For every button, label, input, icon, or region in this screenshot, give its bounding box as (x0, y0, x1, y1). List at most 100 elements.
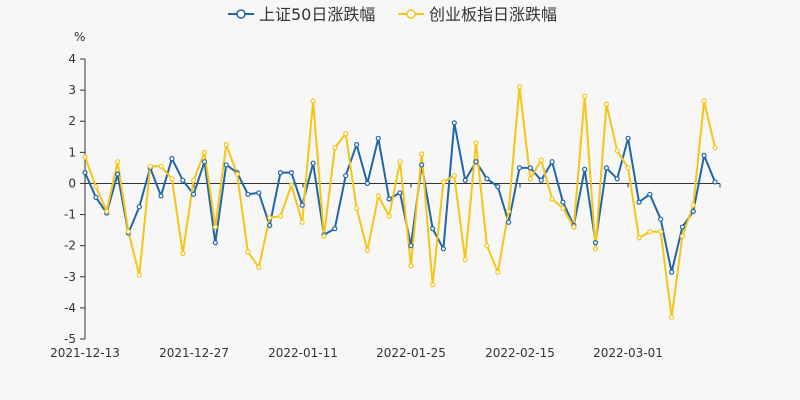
data-point-sse50[interactable] (288, 170, 294, 176)
data-point-sse50[interactable] (354, 142, 360, 148)
data-point-chinext[interactable] (560, 205, 566, 211)
data-point-chinext[interactable] (321, 233, 327, 239)
data-point-sse50[interactable] (462, 177, 468, 183)
data-point-chinext[interactable] (104, 208, 110, 214)
data-point-chinext[interactable] (310, 98, 316, 104)
data-point-chinext[interactable] (636, 235, 642, 241)
data-point-sse50[interactable] (332, 226, 338, 232)
data-point-chinext[interactable] (288, 182, 294, 188)
data-point-chinext[interactable] (516, 84, 523, 90)
data-point-chinext[interactable] (245, 249, 251, 255)
data-point-sse50[interactable] (310, 160, 316, 166)
data-point-chinext[interactable] (647, 229, 653, 235)
data-point-sse50[interactable] (277, 170, 284, 176)
data-point-sse50[interactable] (549, 159, 555, 165)
data-point-chinext[interactable] (603, 101, 610, 107)
data-point-sse50[interactable] (256, 190, 262, 196)
data-point-sse50[interactable] (473, 159, 479, 165)
data-point-sse50[interactable] (375, 135, 381, 141)
data-point-chinext[interactable] (408, 263, 414, 269)
data-point-sse50[interactable] (82, 170, 88, 176)
data-point-sse50[interactable] (93, 194, 99, 200)
data-point-chinext[interactable] (462, 257, 468, 263)
data-point-chinext[interactable] (82, 154, 88, 160)
data-point-sse50[interactable] (592, 240, 599, 246)
data-point-sse50[interactable] (712, 179, 718, 185)
data-point-sse50[interactable] (212, 240, 218, 246)
data-point-sse50[interactable] (636, 199, 642, 205)
data-point-chinext[interactable] (484, 243, 490, 249)
data-point-chinext[interactable] (158, 163, 164, 169)
data-point-chinext[interactable] (614, 148, 620, 154)
data-point-chinext[interactable] (136, 272, 142, 278)
data-point-chinext[interactable] (658, 229, 664, 235)
data-point-sse50[interactable] (180, 177, 186, 183)
data-point-sse50[interactable] (516, 165, 523, 171)
data-point-chinext[interactable] (538, 157, 544, 163)
data-point-chinext[interactable] (332, 145, 338, 151)
data-point-chinext[interactable] (419, 151, 425, 157)
data-point-sse50[interactable] (625, 135, 631, 141)
data-point-sse50[interactable] (658, 216, 664, 222)
data-point-chinext[interactable] (114, 159, 121, 165)
data-point-sse50[interactable] (679, 224, 686, 230)
data-point-chinext[interactable] (495, 269, 501, 275)
data-point-sse50[interactable] (430, 226, 436, 232)
legend[interactable]: 上证50日涨跌幅 创业板指日涨跌幅 (228, 5, 557, 24)
data-point-chinext[interactable] (191, 177, 197, 183)
data-point-sse50[interactable] (169, 156, 175, 162)
data-point-sse50[interactable] (560, 199, 566, 205)
data-point-sse50[interactable] (451, 120, 457, 126)
data-point-chinext[interactable] (506, 208, 512, 214)
data-point-chinext[interactable] (668, 314, 675, 320)
data-point-chinext[interactable] (267, 215, 273, 221)
data-point-sse50[interactable] (364, 180, 370, 186)
data-point-sse50[interactable] (527, 165, 533, 171)
data-point-sse50[interactable] (299, 202, 305, 208)
data-point-sse50[interactable] (603, 165, 610, 171)
data-point-sse50[interactable] (506, 219, 512, 225)
data-point-chinext[interactable] (234, 171, 240, 177)
data-point-chinext[interactable] (592, 246, 599, 252)
data-point-chinext[interactable] (147, 163, 153, 169)
data-point-chinext[interactable] (180, 250, 186, 256)
legend-item-sse50[interactable]: 上证50日涨跌幅 (228, 5, 375, 24)
data-point-chinext[interactable] (549, 196, 555, 202)
data-point-sse50[interactable] (136, 204, 142, 210)
data-point-chinext[interactable] (430, 282, 436, 288)
data-point-sse50[interactable] (191, 191, 197, 197)
data-point-sse50[interactable] (690, 208, 696, 214)
data-point-chinext[interactable] (527, 176, 533, 182)
data-point-chinext[interactable] (582, 93, 588, 99)
data-point-chinext[interactable] (299, 219, 305, 225)
data-point-sse50[interactable] (538, 177, 544, 183)
legend-item-chinext[interactable]: 创业板指日涨跌幅 (398, 5, 557, 24)
data-point-sse50[interactable] (158, 193, 164, 199)
data-point-sse50[interactable] (614, 176, 620, 182)
data-point-sse50[interactable] (201, 159, 208, 165)
data-point-chinext[interactable] (712, 145, 718, 151)
data-point-chinext[interactable] (169, 176, 175, 182)
data-point-chinext[interactable] (375, 193, 381, 199)
data-point-chinext[interactable] (256, 264, 262, 270)
data-point-chinext[interactable] (125, 229, 131, 235)
data-point-chinext[interactable] (571, 224, 577, 230)
data-point-chinext[interactable] (690, 202, 696, 208)
data-point-chinext[interactable] (354, 205, 360, 211)
data-point-sse50[interactable] (440, 246, 446, 252)
data-point-sse50[interactable] (582, 166, 588, 172)
data-point-chinext[interactable] (364, 247, 370, 253)
data-point-sse50[interactable] (495, 184, 501, 190)
data-point-sse50[interactable] (386, 196, 392, 202)
data-point-sse50[interactable] (343, 173, 349, 179)
data-point-chinext[interactable] (223, 142, 229, 148)
data-point-sse50[interactable] (419, 162, 425, 168)
data-point-sse50[interactable] (114, 171, 121, 177)
data-point-chinext[interactable] (701, 98, 707, 104)
data-point-sse50[interactable] (647, 191, 653, 197)
data-point-sse50[interactable] (267, 222, 273, 228)
data-point-sse50[interactable] (397, 190, 403, 196)
data-point-chinext[interactable] (473, 140, 479, 146)
data-point-chinext[interactable] (397, 159, 403, 165)
data-point-sse50[interactable] (701, 152, 707, 158)
